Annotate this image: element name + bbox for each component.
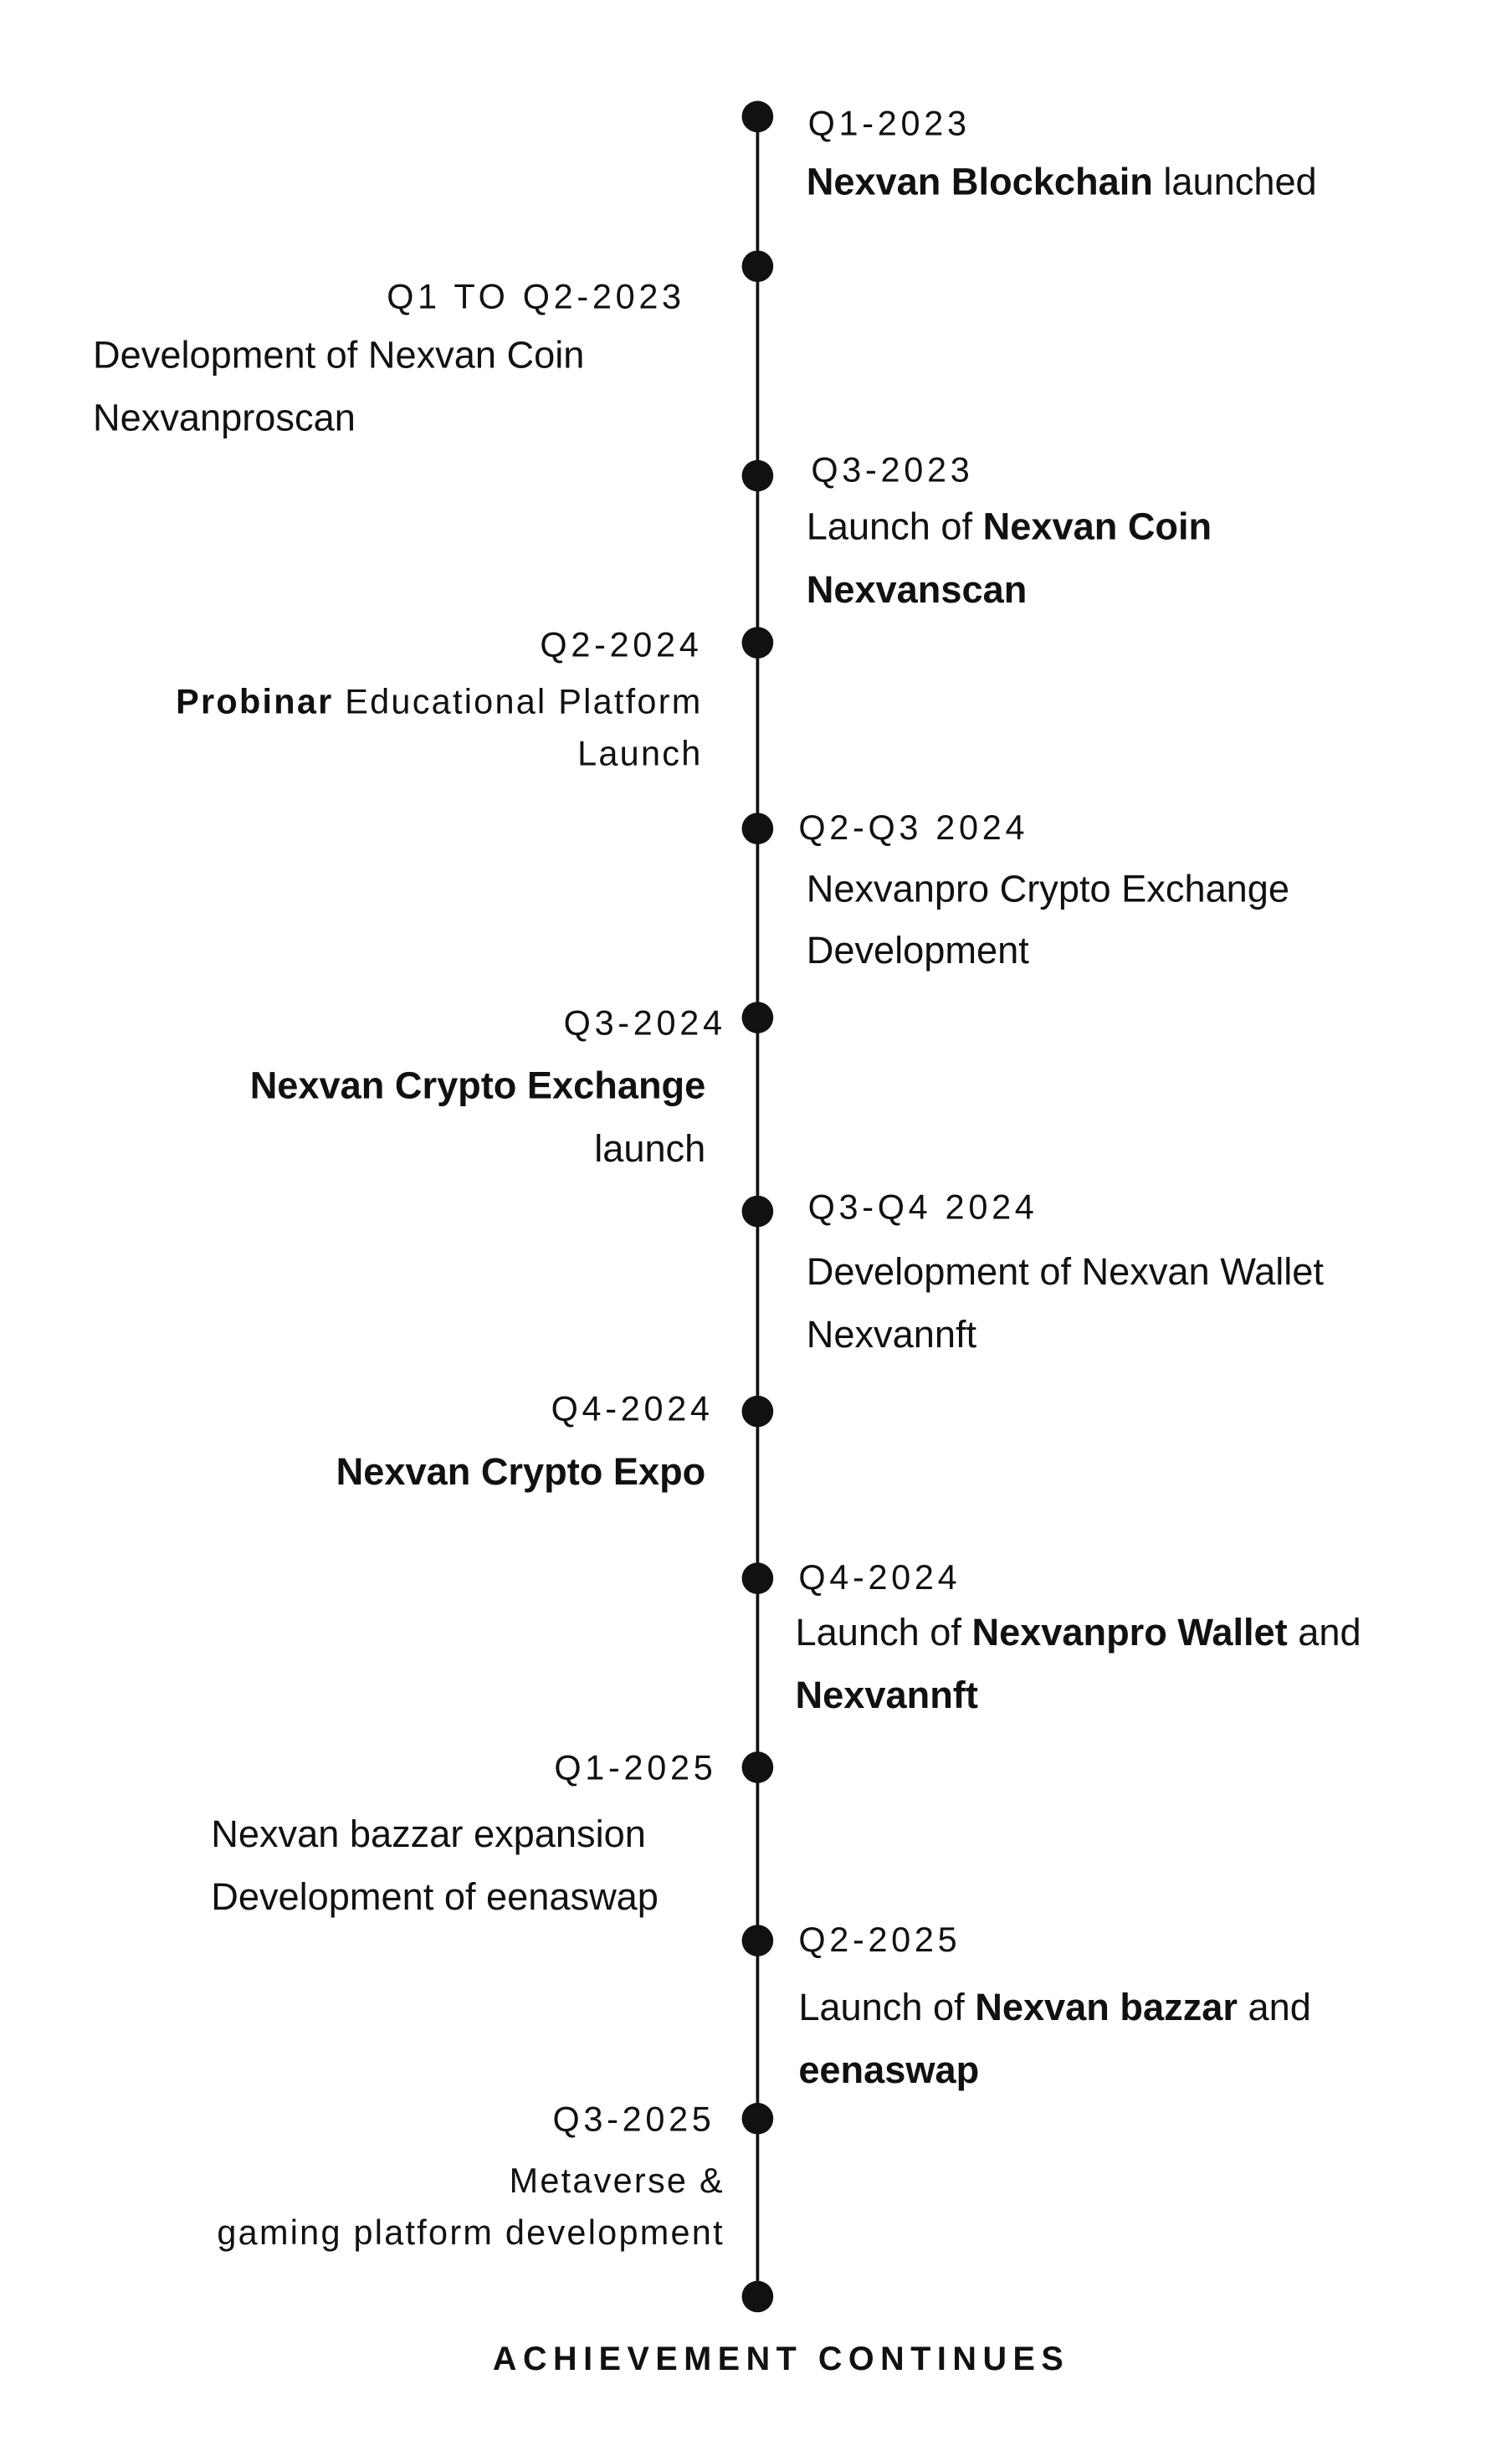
milestone-line: Metaverse & xyxy=(510,2161,725,2200)
milestone-line: Launch of Nexvanpro Wallet and xyxy=(796,1611,1361,1654)
text-segment: Educational Platform xyxy=(334,682,703,720)
milestone: Q2-2024 Probinar Educational Platform Laun… xyxy=(176,626,774,773)
text-segment: Metaverse & xyxy=(510,2161,725,2200)
milestone-period: Q2-2025 xyxy=(798,1920,961,1959)
milestone-dot xyxy=(741,1002,774,1033)
milestone-line: Development of Nexvan Wallet xyxy=(807,1250,1325,1293)
footer: ACHIEVEMENT CONTINUES xyxy=(493,2341,1069,2377)
milestone-period: Q3-2024 xyxy=(564,1003,726,1042)
text-segment: Development xyxy=(807,929,1030,972)
text-segment: eenaswap xyxy=(798,2048,979,2091)
milestone-dot xyxy=(741,1562,774,1594)
text-segment: Probinar xyxy=(176,682,333,720)
text-segment: Nexvan Crypto Exchange xyxy=(250,1064,706,1107)
text-segment: Nexvanproscan xyxy=(93,397,356,439)
milestone-line: Nexvanscan xyxy=(807,568,1028,611)
text-segment: Nexvan Blockchain xyxy=(807,160,1153,203)
milestone-period: Q1-2025 xyxy=(554,1749,716,1787)
milestone-period: Q1 TO Q2-2023 xyxy=(387,278,685,316)
text-segment: Nexvan bazzar expansion xyxy=(211,1813,646,1855)
text-segment: Development of Nexvan Coin xyxy=(93,333,584,376)
text-segment: Nexvannft xyxy=(807,1313,977,1356)
milestone-dot xyxy=(741,813,774,844)
milestone-period: Q3-2025 xyxy=(552,2100,715,2138)
milestone-line: Launch xyxy=(577,735,702,773)
milestone-dot xyxy=(741,250,774,283)
text-segment: Development of Nexvan Wallet xyxy=(807,1250,1325,1293)
milestone-line: eenaswap xyxy=(798,2048,979,2091)
milestone-line: Launch of Nexvan Coin xyxy=(807,505,1212,547)
milestone: Q3-2023 Launch of Nexvan Coin Nexvanscan xyxy=(741,451,1212,611)
milestone-dot xyxy=(741,1395,774,1428)
text-segment: Nexvanpro Wallet xyxy=(971,1611,1287,1654)
milestone: Q3-Q4 2024 Development of Nexvan Wallet Ne… xyxy=(741,1188,1325,1356)
text-segment: launch xyxy=(594,1127,705,1170)
milestone-line: gaming platform development xyxy=(217,2213,724,2252)
milestone-period: Q3-Q4 2024 xyxy=(808,1188,1038,1227)
milestone-dot xyxy=(741,1751,774,1783)
text-segment: Launch of xyxy=(798,1986,975,2028)
milestone: Q1-2023 Nexvan Blockchain launched xyxy=(741,100,1317,203)
milestone-period: Q2-2024 xyxy=(540,626,702,664)
milestone: Q2-Q3 2024 Nexvanpro Crypto Exchange Devel… xyxy=(741,808,1289,972)
text-segment: Nexvannft xyxy=(796,1674,978,1716)
milestone: Q4-2024 Nexvan Crypto Expo xyxy=(336,1390,774,1493)
milestone-period: Q2-Q3 2024 xyxy=(798,808,1028,847)
text-segment: Launch of xyxy=(807,505,983,547)
end-dot xyxy=(741,2280,774,2313)
text-segment: launched xyxy=(1153,160,1317,203)
milestone: Q1-2025 Nexvan bazzar expansion Developmen… xyxy=(211,1749,774,1918)
milestone-line: Nexvannft xyxy=(807,1313,977,1356)
milestone: Q3-2024 Nexvan Crypto Exchange launch xyxy=(250,1002,774,1170)
milestone-dot xyxy=(741,1195,774,1228)
milestone-line: Development of Nexvan Coin xyxy=(93,333,584,376)
milestone-dot xyxy=(741,627,774,659)
text-segment: gaming platform development xyxy=(217,2213,724,2252)
milestone-line: Nexvan Crypto Expo xyxy=(336,1450,706,1493)
milestone-dot xyxy=(741,2102,774,2135)
milestone-line: Nexvannft xyxy=(796,1674,978,1716)
milestone-line: Development xyxy=(807,929,1030,972)
milestone: Q2-2025 Launch of Nexvan bazzar and eenasw… xyxy=(741,1920,1311,2091)
text-segment: Nexvanpro Crypto Exchange xyxy=(807,867,1289,910)
milestone-line: Nexvanpro Crypto Exchange xyxy=(807,867,1289,910)
milestone-dot xyxy=(741,459,774,492)
text-segment: Launch xyxy=(577,735,702,773)
milestone-line: Nexvan bazzar expansion xyxy=(211,1813,646,1855)
milestone: Q3-2025 Metaverse & gaming platform develo… xyxy=(217,2100,774,2252)
text-segment: Nexvanscan xyxy=(807,568,1028,611)
milestone-period: Q1-2023 xyxy=(808,105,971,143)
milestone-line: Probinar Educational Platform xyxy=(176,682,702,720)
milestone-line: Development of eenaswap xyxy=(211,1875,659,1918)
milestone: Q1 TO Q2-2023 Development of Nexvan Coin N… xyxy=(93,250,774,439)
milestone-period: Q3-2023 xyxy=(811,451,973,490)
milestone-line: Nexvan Blockchain launched xyxy=(807,160,1317,203)
milestone-line: launch xyxy=(594,1127,705,1170)
milestone-dot xyxy=(741,1925,774,1956)
milestone-line: Launch of Nexvan bazzar and xyxy=(798,1986,1311,2028)
milestone-period: Q4-2024 xyxy=(798,1558,961,1597)
milestone-dot xyxy=(741,100,774,133)
text-segment: and xyxy=(1238,1986,1311,2028)
text-segment: Nexvan bazzar xyxy=(975,1986,1238,2028)
milestone-period: Q4-2024 xyxy=(551,1390,714,1428)
text-segment: and xyxy=(1288,1611,1361,1654)
text-segment: Nexvan Coin xyxy=(983,505,1212,547)
milestone-line: Nexvanproscan xyxy=(93,397,356,439)
text-segment: Launch of xyxy=(796,1611,972,1654)
text-segment: Nexvan Crypto Expo xyxy=(336,1450,706,1493)
text-segment: Development of eenaswap xyxy=(211,1875,659,1918)
milestone-line: Nexvan Crypto Exchange xyxy=(250,1064,706,1107)
